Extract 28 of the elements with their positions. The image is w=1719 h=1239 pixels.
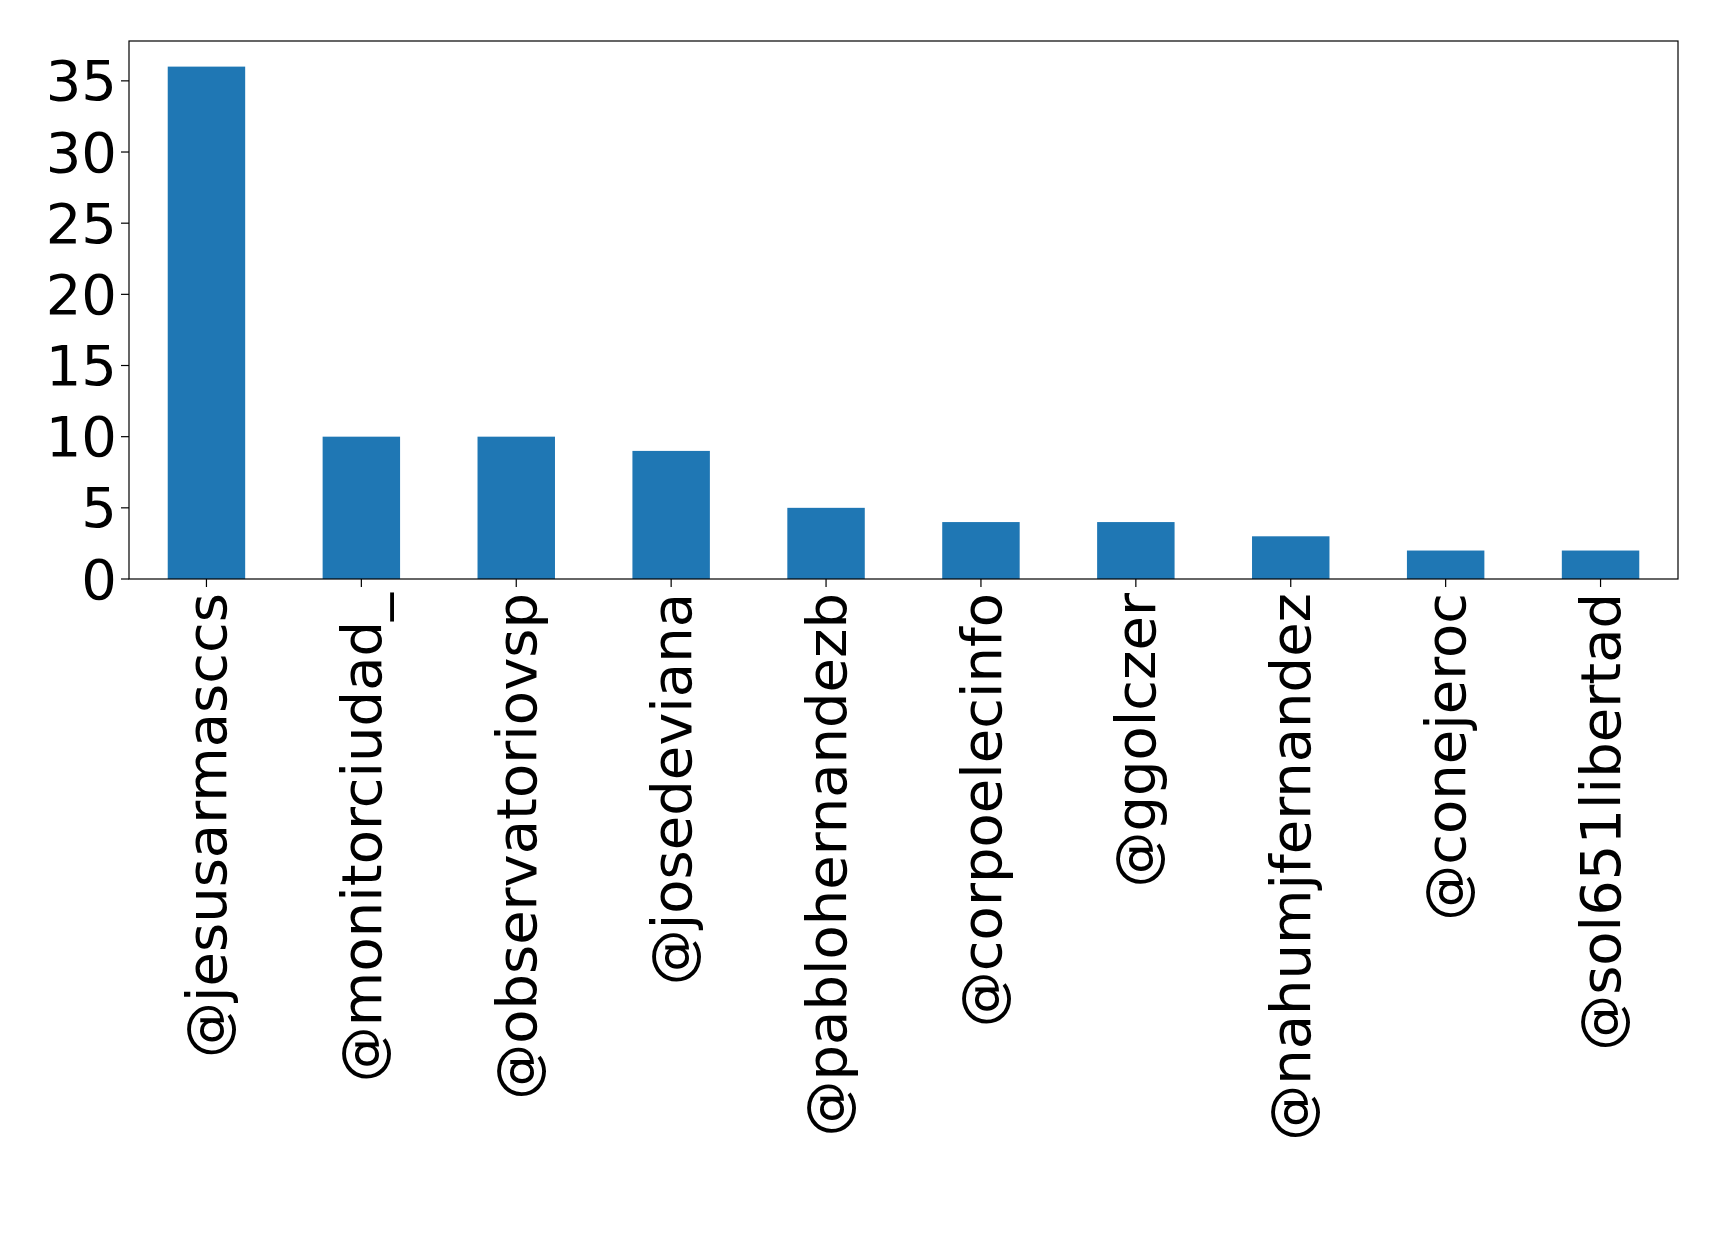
x-tick-label: @sol651libertad (1568, 593, 1634, 1051)
y-tick-label: 15 (45, 333, 117, 399)
x-tick-label: @nahumjfernandez (1258, 593, 1324, 1141)
bar (942, 522, 1020, 579)
x-tick-label: @corpoelecinfo (948, 593, 1014, 1028)
bar (167, 66, 246, 579)
bar (1252, 536, 1330, 579)
y-tick-label: 10 (45, 404, 117, 470)
x-tick-label: @observatoriovsp (483, 593, 549, 1100)
x-tick-label: @ggolczer (1103, 592, 1169, 888)
bar (1561, 550, 1640, 579)
bar (1406, 550, 1485, 579)
bar (477, 436, 555, 579)
y-tick-label: 20 (45, 261, 117, 327)
x-tick-label: @pablohernandezb (793, 593, 859, 1137)
bar (632, 450, 710, 579)
bar (787, 507, 865, 579)
bar (322, 436, 401, 579)
y-tick-label: 30 (45, 119, 117, 185)
y-tick-label: 0 (81, 546, 117, 612)
y-tick-label: 5 (81, 475, 117, 541)
x-tick-label: @jesusarmasccs (174, 593, 240, 1059)
x-tick-label: @josedeviana (638, 593, 704, 986)
x-tick-label: @monitorciudad_ (328, 592, 394, 1083)
bar (1097, 522, 1175, 579)
y-tick-label: 25 (45, 190, 117, 256)
y-tick-label: 35 (45, 48, 117, 114)
x-tick-label: @conejeroc (1413, 593, 1479, 921)
